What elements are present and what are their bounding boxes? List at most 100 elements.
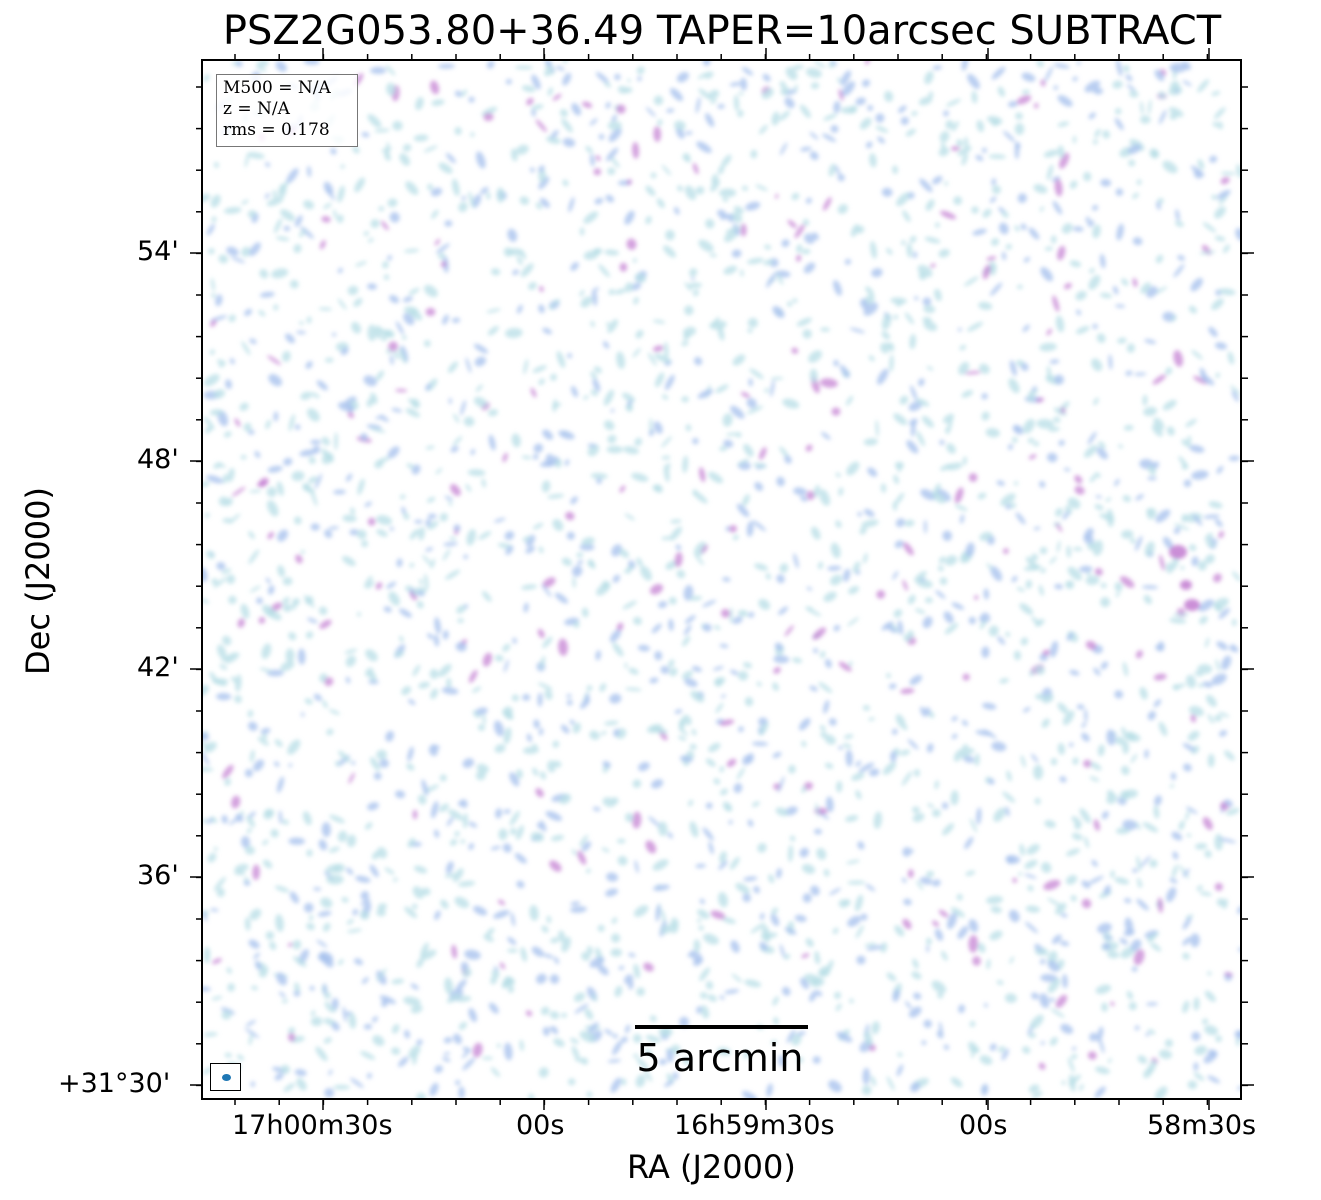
noise-blob — [782, 398, 800, 409]
noise-blob — [702, 827, 714, 841]
noise-blob — [436, 243, 450, 254]
noise-blob — [590, 389, 598, 397]
noise-blob — [1096, 447, 1108, 460]
noise-blob — [911, 971, 922, 980]
noise-blob — [561, 1012, 567, 1018]
noise-blob — [451, 944, 458, 959]
noise-blob — [325, 186, 335, 201]
noise-blob — [494, 744, 506, 753]
noise-blob — [461, 968, 472, 978]
noise-blob — [355, 261, 367, 267]
noise-blob — [333, 489, 346, 495]
noise-blob — [222, 635, 232, 646]
noise-blob — [1070, 895, 1077, 902]
noise-blob — [974, 595, 979, 600]
noise-blob — [802, 893, 812, 903]
noise-blob — [319, 240, 326, 250]
noise-blob — [1018, 871, 1022, 877]
noise-blob — [519, 196, 530, 205]
noise-blob — [1106, 793, 1118, 805]
noise-blob — [698, 239, 714, 252]
noise-blob — [961, 744, 970, 758]
noise-blob — [318, 839, 328, 851]
noise-blob — [697, 909, 710, 919]
noise-blob — [635, 329, 644, 339]
noise-blob — [1052, 934, 1062, 944]
noise-blob — [732, 616, 743, 625]
noise-blob — [388, 341, 399, 352]
noise-blob — [1046, 452, 1058, 463]
noise-blob — [495, 808, 503, 819]
noise-blob — [1066, 632, 1074, 641]
noise-blob — [1150, 150, 1159, 158]
noise-blob — [478, 724, 485, 731]
noise-blob — [490, 268, 501, 276]
noise-blob — [717, 1047, 731, 1056]
noise-blob — [803, 973, 821, 985]
noise-blob — [699, 467, 706, 483]
noise-blob — [613, 1033, 618, 1039]
noise-blob — [855, 789, 862, 800]
noise-blob — [608, 128, 622, 142]
noise-blob — [770, 379, 775, 397]
noise-blob — [241, 199, 249, 205]
noise-blob — [609, 693, 622, 704]
noise-blob — [1098, 441, 1106, 449]
noise-blob — [725, 225, 743, 233]
noise-blob — [310, 523, 320, 531]
source-blob — [1169, 545, 1187, 559]
noise-blob — [231, 795, 241, 809]
noise-blob — [880, 342, 890, 354]
noise-blob — [1092, 224, 1101, 239]
noise-blob — [446, 677, 452, 689]
noise-blob — [929, 711, 935, 719]
noise-blob — [988, 625, 999, 637]
noise-blob — [942, 823, 955, 836]
noise-blob — [975, 730, 993, 736]
noise-blob — [302, 483, 311, 492]
noise-blob — [558, 430, 575, 440]
noise-blob — [986, 256, 997, 261]
noise-blob — [696, 918, 702, 923]
noise-blob — [731, 973, 743, 983]
noise-blob — [826, 959, 834, 972]
noise-blob — [761, 88, 774, 99]
noise-blob — [427, 183, 433, 191]
noise-field — [202, 60, 1241, 1099]
noise-blob — [702, 60, 711, 66]
noise-blob — [1049, 359, 1060, 364]
noise-blob — [211, 293, 216, 298]
noise-blob — [610, 408, 615, 413]
noise-blob — [848, 585, 860, 595]
noise-blob — [206, 475, 224, 484]
noise-blob — [505, 545, 514, 556]
noise-blob — [1135, 535, 1143, 552]
noise-blob — [681, 340, 689, 347]
noise-blob — [840, 70, 852, 86]
noise-blob — [951, 733, 958, 740]
noise-blob — [1115, 591, 1120, 598]
noise-blob — [666, 108, 675, 113]
noise-blob — [1022, 706, 1031, 713]
noise-blob — [805, 67, 822, 78]
noise-blob — [402, 296, 413, 303]
noise-blob — [1054, 583, 1063, 590]
x-tick-label: 16h59m30s — [674, 1110, 835, 1141]
noise-blob — [628, 667, 639, 675]
noise-blob — [915, 578, 933, 588]
noise-blob — [964, 276, 979, 287]
noise-blob — [957, 327, 962, 332]
noise-blob — [380, 220, 389, 231]
noise-blob — [248, 549, 260, 565]
noise-blob — [1186, 833, 1192, 838]
noise-blob — [830, 125, 839, 133]
noise-blob — [861, 1085, 872, 1095]
noise-blob — [503, 809, 511, 814]
noise-blob — [239, 810, 245, 816]
noise-blob — [462, 1057, 476, 1071]
noise-blob — [280, 661, 295, 672]
noise-blob — [632, 779, 642, 788]
noise-blob — [333, 1084, 351, 1090]
noise-blob — [407, 837, 416, 848]
